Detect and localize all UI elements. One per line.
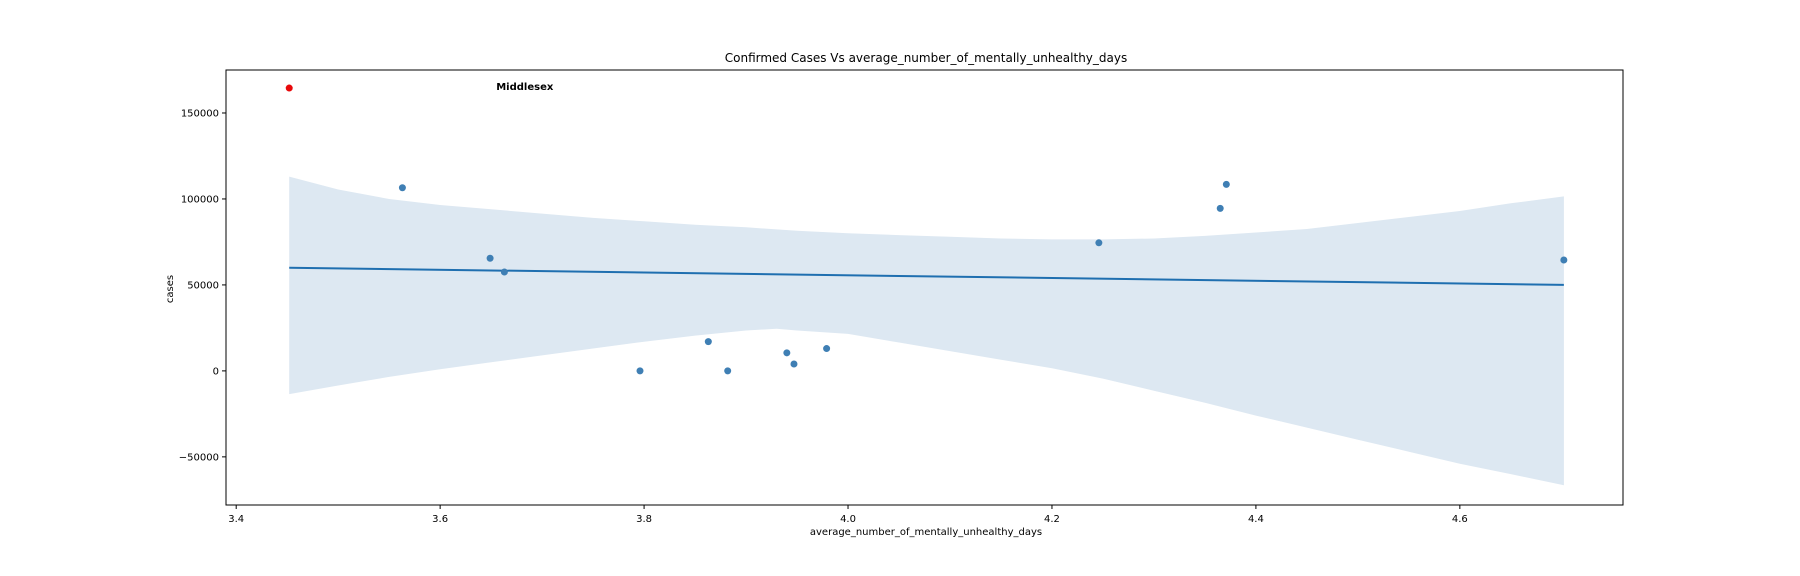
data-point [790,360,798,368]
y-tick-label: −50000 [179,452,219,463]
data-point [636,367,644,375]
confidence-band [289,176,1564,486]
x-tick-label: 3.6 [432,514,448,525]
data-point [724,367,732,375]
x-tick-label: 4.2 [1044,514,1060,525]
x-axis-label: average_number_of_mentally_unhealthy_day… [810,527,1042,538]
x-tick-label: 4.4 [1248,514,1264,525]
data-point [783,349,791,357]
data-point [823,345,831,353]
x-axis: 3.4 3.6 3.8 4.0 4.2 4.4 4.6 [228,505,1468,525]
y-tick-label: 50000 [187,280,219,291]
axes-frame [225,69,1624,506]
y-axis-label: cases [165,275,176,303]
data-point [500,268,508,276]
y-tick-label: 150000 [181,108,219,119]
y-tick-label: 100000 [181,194,219,205]
data-point [486,254,494,262]
y-axis: −50000 0 50000 100000 150000 [179,108,226,463]
x-tick-label: 4.6 [1452,514,1468,525]
y-tick-label: 0 [213,366,219,377]
data-point [398,184,406,192]
data-point [1560,256,1568,264]
highlight-label: Middlesex [496,82,554,93]
data-point [1216,204,1224,212]
x-tick-label: 3.8 [636,514,652,525]
highlight-point [285,84,293,92]
data-point [1222,180,1230,188]
x-tick-label: 3.4 [228,514,244,525]
data-point [1095,239,1103,247]
chart-title: Confirmed Cases Vs average_number_of_men… [725,51,1127,65]
x-tick-label: 4.0 [840,514,856,525]
plot-area: Middlesex [285,82,1568,486]
data-point [704,338,712,346]
